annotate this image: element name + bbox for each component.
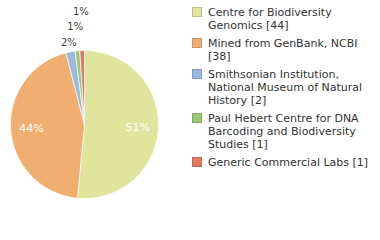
html-text:Generic Commercial Labs [1]: Generic Commercial Labs [1] [208, 156, 369, 169]
html-text:Centre for Biodiversity Genomi: Centre for Biodiversity Genomics [44] [208, 6, 332, 32]
html-text:Mined from GenBank, NCBI [38]: Mined from GenBank, NCBI [38] [208, 37, 358, 63]
html-text:Smithsonian Institution, Natio: Smithsonian Institution, National Museum… [208, 68, 363, 107]
svg-text:44%: 44% [19, 122, 43, 135]
svg-text:1%: 1% [67, 21, 83, 32]
svg-text:2%: 2% [61, 37, 77, 48]
svg-text:51%: 51% [125, 121, 149, 134]
svg-text:1%: 1% [73, 6, 89, 17]
html-text:Paul Hebert Centre for DNA Bar: Paul Hebert Centre for DNA Barcoding and… [208, 112, 359, 151]
